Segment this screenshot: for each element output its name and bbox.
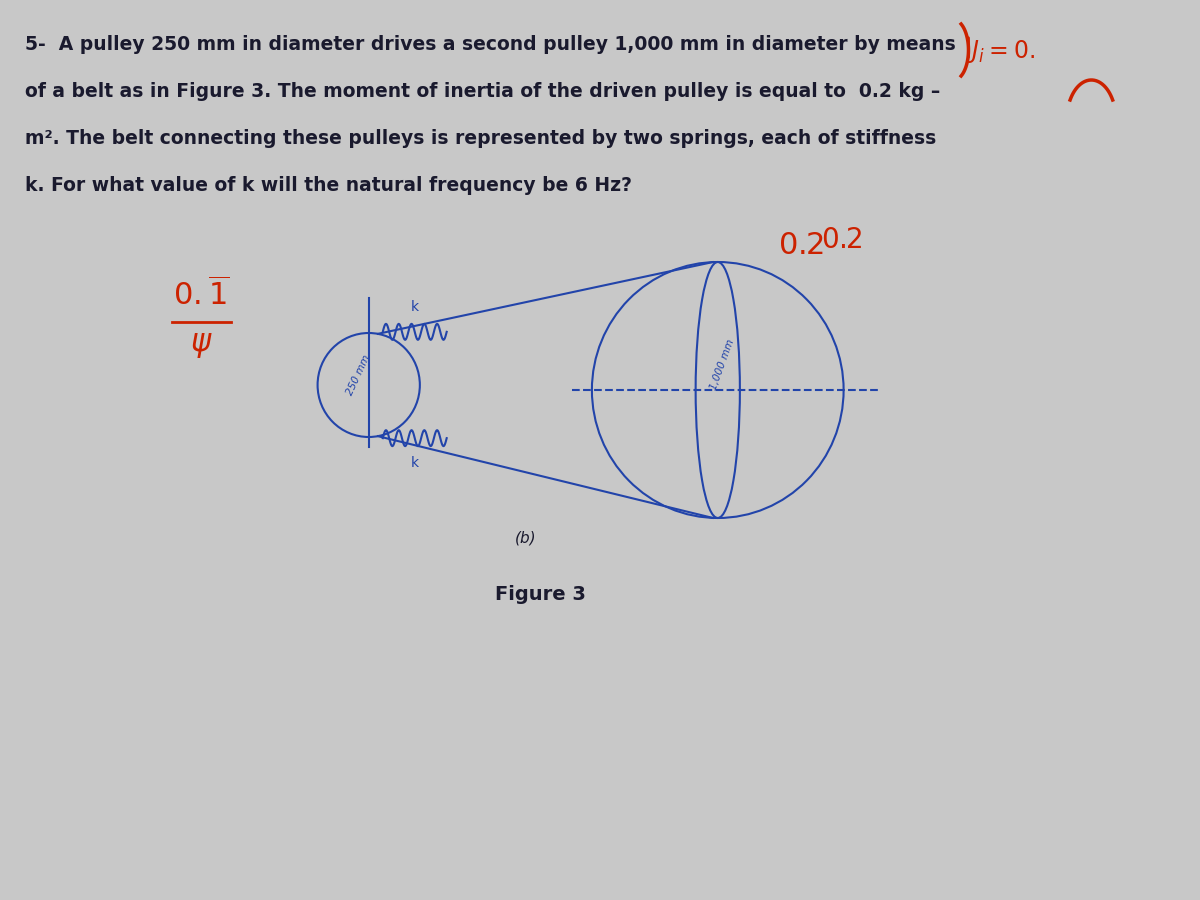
Text: k: k [410,456,419,470]
Text: 5-  A pulley 250 mm in diameter drives a second pulley 1,000 mm in diameter by m: 5- A pulley 250 mm in diameter drives a … [24,35,955,54]
Text: m². The belt connecting these pulleys is represented by two springs, each of sti: m². The belt connecting these pulleys is… [24,129,936,148]
Text: of a belt as in Figure 3. The moment of inertia of the driven pulley is equal to: of a belt as in Figure 3. The moment of … [24,82,940,101]
Text: k. For what value of k will the natural frequency be 6 Hz?: k. For what value of k will the natural … [24,176,631,195]
Text: (b): (b) [515,530,536,545]
Text: Figure 3: Figure 3 [496,586,587,605]
Text: 250 mm: 250 mm [346,353,372,397]
Text: 1,000 mm: 1,000 mm [709,338,737,392]
Text: $\psi$: $\psi$ [191,330,212,359]
Text: $0.\overline{1}$: $0.\overline{1}$ [173,278,229,312]
Text: $0.2$: $0.2$ [821,226,863,254]
Text: k: k [410,300,419,314]
Text: $0.2$: $0.2$ [779,230,824,259]
Text: $J_i= 0.$: $J_i= 0.$ [968,38,1036,65]
